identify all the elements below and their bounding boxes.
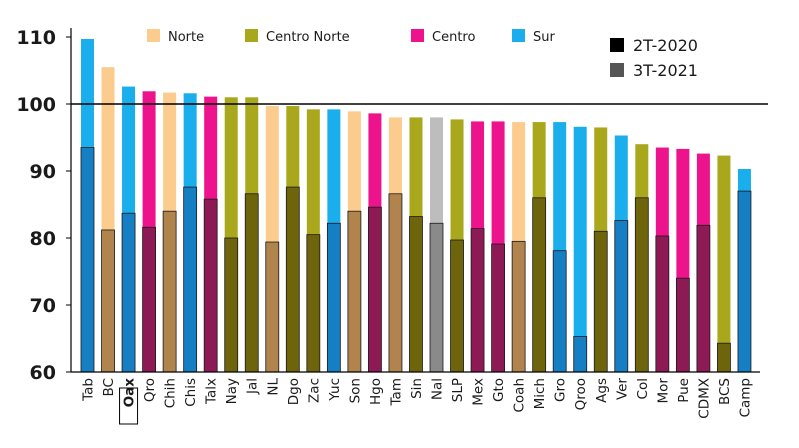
x-tick-label: Hgo [368, 378, 384, 405]
bar-2t-2020 [265, 241, 280, 373]
legend-swatch-sur [512, 29, 525, 42]
bar-2t-2020 [470, 228, 485, 373]
bar-3t-2021 [573, 126, 587, 372]
x-tick-label: NL [265, 378, 281, 396]
bar-2t-2020 [450, 239, 464, 373]
bar-2t-2020 [511, 240, 526, 373]
x-tick-label: Mex [471, 378, 487, 406]
x-tick-label: Ags [594, 378, 610, 403]
bar-2t-2020 [326, 222, 341, 373]
bar-2t-2020 [532, 197, 547, 373]
y-tick-label: 100 [16, 94, 56, 116]
bar-2t-2020 [101, 229, 115, 373]
x-tick-label: Yuc [327, 378, 343, 402]
y-tick-label: 60 [30, 362, 56, 384]
y-tick-label: 110 [16, 27, 56, 49]
x-tick-label: Mor [655, 378, 671, 404]
y-tick-label: 80 [30, 228, 56, 250]
legend-label-centro_norte: Centro Norte [266, 30, 350, 45]
x-tick-label: Nal [430, 378, 446, 400]
bar-2t-2020 [409, 216, 423, 373]
x-tick-label: Tab [81, 378, 97, 402]
bar-2t-2020 [634, 197, 649, 373]
legend: Norte Centro Norte Centro Sur 2T-2020 3T-2021 [147, 29, 698, 80]
legend-swatch-period [610, 38, 624, 52]
bar-2t-2020 [244, 193, 259, 373]
legend-swatch-centro_norte [245, 29, 258, 42]
bar-3t-2021 [717, 155, 731, 372]
x-tick-label: BCS [717, 378, 733, 405]
legend-label-sur: Sur [533, 30, 555, 45]
x-tick-label: Chis [183, 378, 199, 407]
bars-layer [80, 39, 752, 373]
x-tick-label: Tam [388, 378, 404, 406]
x-tick-label: Col [635, 378, 651, 399]
bar-2t-2020 [121, 212, 136, 373]
bar-2t-2020 [614, 220, 629, 373]
x-tick-label: Coah [512, 378, 528, 413]
x-tick-label: Qroo [573, 378, 589, 410]
bar-2t-2020 [552, 250, 567, 373]
bar-2t-2020 [573, 336, 588, 373]
legend-swatch-period [610, 63, 624, 77]
bar-2t-2020 [696, 224, 711, 373]
bar-2t-2020 [285, 186, 300, 373]
bar-2t-2020 [183, 186, 198, 373]
category-labels: Tab BC Oax Qro Chih Chis Talx Nay Jal NL Dgo Zac Yuc… [81, 378, 753, 425]
legend-label-centro: Centro [432, 30, 475, 45]
bar-2t-2020 [737, 190, 752, 373]
axes-layer: 60 70 80 90 100 110 [16, 27, 768, 384]
y-tick-label: 70 [30, 295, 56, 317]
legend-label-period: 2T-2020 [633, 36, 698, 55]
bar-2t-2020 [224, 237, 239, 373]
x-tick-label: Gto [491, 378, 507, 402]
bar-2t-2020 [655, 235, 670, 373]
highlight-box [119, 387, 139, 425]
bar-2t-2020 [162, 210, 177, 373]
x-tick-label: Sin [409, 378, 425, 399]
legend-swatch-norte [147, 29, 160, 42]
bar-2t-2020 [80, 147, 95, 373]
y-tick-label: 90 [30, 161, 56, 183]
x-tick-label: Nay [224, 378, 240, 404]
bar-2t-2020 [142, 226, 156, 373]
x-tick-label: Ver [614, 378, 630, 400]
x-tick-label: Chih [163, 378, 179, 408]
bar-2t-2020 [368, 206, 382, 373]
x-tick-label: Pue [676, 378, 692, 403]
x-tick-label: Dgo [286, 378, 302, 405]
bar-2t-2020 [347, 210, 362, 373]
bar-2t-2020 [306, 234, 321, 373]
bar-2t-2020 [717, 342, 731, 373]
x-tick-label: SLP [450, 378, 466, 402]
x-tick-label: Mich [532, 378, 548, 409]
bar-2t-2020 [675, 277, 690, 373]
x-tick-label: Gro [553, 378, 569, 402]
legend-swatch-centro [411, 29, 424, 42]
bar-2t-2020 [203, 198, 218, 373]
bar-2t-2020 [491, 243, 506, 373]
bar-2t-2020 [429, 222, 444, 373]
x-tick-label: Camp [737, 378, 753, 417]
x-tick-label: Qro [142, 378, 158, 402]
x-tick-label: BC [101, 378, 117, 396]
legend-label-norte: Norte [168, 30, 204, 45]
x-tick-label: Son [347, 378, 363, 403]
bar-2t-2020 [593, 230, 608, 373]
x-tick-label: Talx [204, 378, 220, 405]
x-tick-label: Zac [306, 378, 322, 403]
legend-label-period: 3T-2021 [633, 61, 698, 80]
x-tick-label: Oax [122, 378, 138, 408]
x-tick-label: Jal [245, 378, 261, 395]
x-tick-label: CDMX [696, 378, 712, 419]
bar-2t-2020 [388, 193, 403, 373]
